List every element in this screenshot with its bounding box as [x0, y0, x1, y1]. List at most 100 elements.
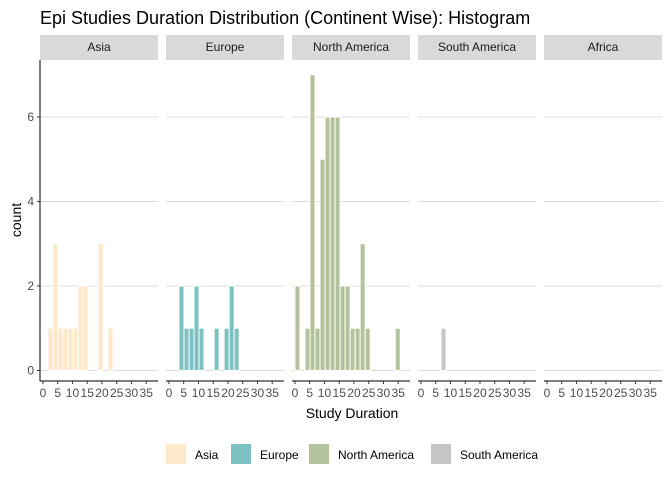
facet-strip-label: North America — [313, 40, 389, 54]
histogram-bar — [223, 327, 230, 371]
histogram-bar — [52, 243, 59, 371]
histogram-bar — [364, 327, 371, 371]
histogram-bar — [440, 327, 447, 371]
x-tick-label: 0 — [418, 386, 425, 400]
x-tick-label: 0 — [166, 386, 173, 400]
x-tick-label: 5 — [180, 386, 187, 400]
legend-swatch — [166, 444, 186, 464]
x-tick-label: 15 — [81, 386, 95, 400]
facet-strip-label: South America — [438, 40, 516, 54]
histogram-bar — [198, 327, 205, 371]
x-tick-label: 20 — [95, 386, 109, 400]
x-tick-label: 15 — [459, 386, 473, 400]
y-axis-title: count — [8, 203, 24, 237]
x-tick-label: 25 — [614, 386, 628, 400]
facet-strip — [292, 35, 410, 60]
histogram-bar — [304, 327, 311, 371]
x-tick-label: 15 — [585, 386, 599, 400]
x-tick-label: 5 — [558, 386, 565, 400]
x-tick-label: 10 — [444, 386, 458, 400]
x-tick-label: 35 — [392, 386, 406, 400]
x-tick-label: 25 — [110, 386, 124, 400]
legend-swatch — [309, 444, 329, 464]
histogram-bar — [329, 116, 336, 371]
facet-panel-europe: Europe 0 5 10 15 20 25 30 35 — [166, 35, 284, 400]
x-tick-label: 0 — [544, 386, 551, 400]
histogram-bar — [178, 285, 185, 371]
histogram-bar — [294, 285, 301, 371]
facet-panel-south-america: South America 0 5 10 15 20 25 30 35 — [418, 35, 536, 400]
x-tick-label: 20 — [473, 386, 487, 400]
facet-panel-north-america: North America 0 5 10 15 20 25 30 35 — [292, 35, 410, 400]
x-tick-label: 35 — [140, 386, 154, 400]
x-tick-label: 0 — [292, 386, 299, 400]
histogram-bar — [233, 327, 240, 371]
legend-item-south-america: South America — [431, 444, 538, 464]
x-tick-label: 35 — [266, 386, 280, 400]
x-tick-label: 20 — [221, 386, 235, 400]
x-tick-label: 30 — [503, 386, 517, 400]
facet-panel-africa: Africa 0 5 10 15 20 25 30 35 — [544, 35, 662, 400]
x-tick-label: 15 — [333, 386, 347, 400]
histogram-bar — [309, 74, 316, 371]
x-tick-label: 15 — [207, 386, 221, 400]
histogram-bar — [394, 327, 401, 371]
legend-label: North America — [338, 448, 414, 462]
facet-strip-label: Europe — [206, 40, 245, 54]
legend-swatch — [431, 444, 451, 464]
histogram-bar — [47, 327, 54, 371]
histogram-bar — [339, 285, 346, 371]
legend-label: South America — [460, 448, 538, 462]
histogram-bar — [67, 327, 74, 371]
histogram-bar — [183, 327, 190, 371]
x-tick-label: 30 — [377, 386, 391, 400]
legend-item-asia: Asia — [166, 444, 219, 464]
chart-title: Epi Studies Duration Distribution (Conti… — [40, 8, 530, 28]
y-tick-label: 0 — [27, 363, 34, 377]
y-tick-label: 6 — [27, 110, 34, 124]
y-tick-label: 2 — [27, 279, 34, 293]
histogram-bar — [319, 158, 326, 371]
facet-strip — [40, 35, 158, 60]
x-tick-label: 20 — [347, 386, 361, 400]
histogram-bar — [62, 327, 69, 371]
x-tick-label: 5 — [432, 386, 439, 400]
legend-item-europe: Europe — [231, 444, 299, 464]
histogram-bar — [188, 327, 195, 371]
x-tick-label: 25 — [488, 386, 502, 400]
x-tick-label: 35 — [518, 386, 532, 400]
histogram-bar — [97, 243, 104, 371]
histogram-bar — [57, 327, 64, 371]
legend-label: Europe — [260, 448, 299, 462]
x-tick-label: 5 — [54, 386, 61, 400]
histogram-bar — [314, 327, 321, 371]
x-tick-label: 30 — [629, 386, 643, 400]
x-tick-label: 5 — [306, 386, 313, 400]
x-tick-label: 25 — [236, 386, 250, 400]
facet-strip — [418, 35, 536, 60]
x-tick-label: 10 — [192, 386, 206, 400]
histogram-bar — [107, 327, 114, 371]
facet-strip-label: Asia — [87, 40, 111, 54]
x-tick-label: 25 — [362, 386, 376, 400]
x-tick-label: 10 — [66, 386, 80, 400]
legend-item-north-america: North America — [309, 444, 414, 464]
x-tick-label: 10 — [318, 386, 332, 400]
histogram-bar — [354, 327, 361, 371]
legend: Asia Europe North America South America — [166, 444, 538, 464]
histogram-bar — [82, 285, 89, 371]
histogram-bar — [77, 285, 84, 371]
histogram-bar — [324, 116, 331, 371]
histogram-bar — [344, 285, 351, 371]
facet-strip — [544, 35, 662, 60]
x-tick-label: 0 — [40, 386, 47, 400]
histogram-bar — [72, 327, 79, 371]
histogram-bar — [193, 285, 200, 371]
histogram-bar — [228, 285, 235, 371]
x-tick-label: 30 — [251, 386, 265, 400]
x-tick-label: 10 — [570, 386, 584, 400]
histogram-bar — [349, 327, 356, 371]
